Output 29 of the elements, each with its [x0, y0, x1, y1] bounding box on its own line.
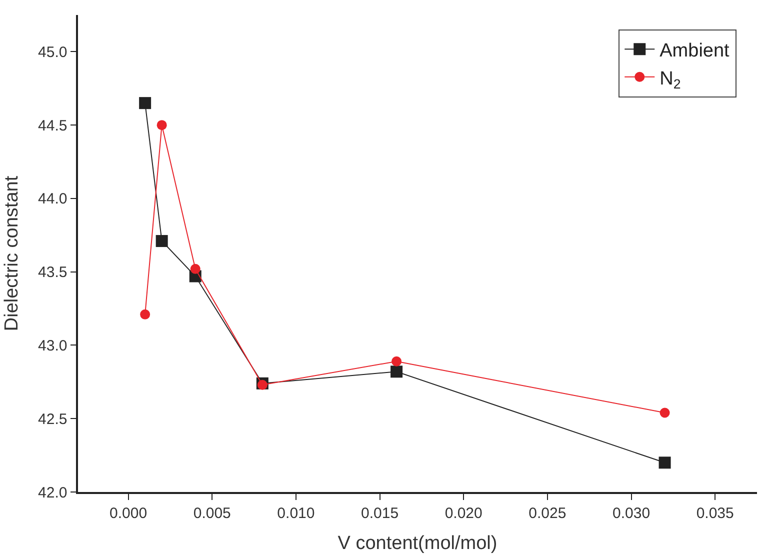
point: [660, 408, 670, 418]
x-tick-label: 0.020: [444, 504, 482, 522]
x-tick-label: 0.030: [612, 504, 650, 522]
y-tick-label: 42.0: [38, 484, 68, 502]
point: [257, 380, 268, 390]
x-tick-label: 0.005: [193, 504, 231, 522]
y-axis-title: Dielectric constant: [1, 175, 22, 332]
y-tick-label: 43.0: [38, 337, 68, 354]
y-tick-label: 45.0: [38, 44, 68, 61]
legend-label: N$_{2}$: [660, 68, 681, 92]
x-tick-label: 0.015: [361, 504, 399, 522]
point: [390, 366, 403, 378]
point: [140, 309, 150, 320]
x-axis-title: V content(mol/mol): [338, 533, 498, 554]
point: [190, 264, 200, 274]
point: [139, 97, 152, 110]
point: [392, 356, 402, 366]
legend-label: Ambient: [660, 40, 730, 62]
y-tick-label: 43.5: [38, 264, 68, 282]
x-tick-label: 0.010: [277, 504, 315, 522]
point: [156, 120, 167, 130]
x-tick-label: 0.000: [110, 504, 148, 522]
x-tick-label: 0.035: [696, 504, 734, 522]
point: [156, 235, 168, 248]
y-tick-label: 44.0: [38, 190, 68, 208]
y-tick-label: 44.5: [38, 117, 68, 134]
y-tick-label: 42.5: [38, 410, 68, 428]
point: [658, 456, 671, 469]
x-tick-label: 0.025: [528, 504, 566, 522]
